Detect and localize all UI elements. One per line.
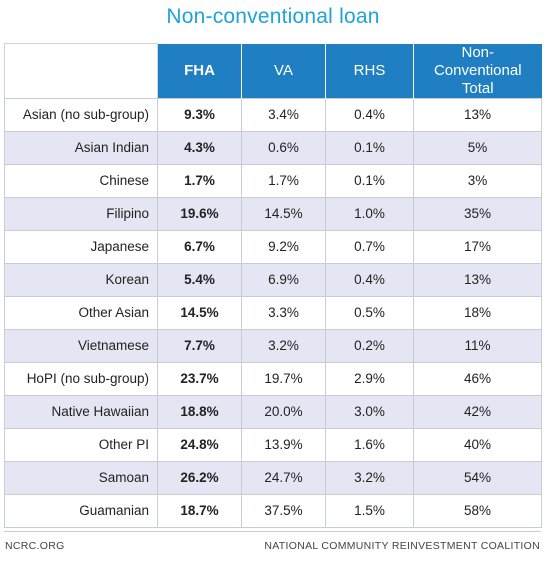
chart-title: Non-conventional loan [166, 5, 380, 28]
cell-total: 42% [413, 394, 542, 429]
header-row: FHA VA RHS Non-Conventional Total [4, 43, 542, 98]
footer-organization: NATIONAL COMMUNITY REINVESTMENT COALITIO… [264, 540, 540, 552]
column-header-fha: FHA [157, 43, 242, 98]
row-label: Guamanian [4, 493, 158, 528]
column-header-va: VA [241, 43, 326, 98]
table-row: Korean 5.4% 6.9% 0.4% 13% [4, 262, 542, 297]
row-label: Japanese [4, 229, 158, 264]
table-row: Guamanian 18.7% 37.5% 1.5% 58% [4, 493, 542, 528]
row-label: HoPI (no sub-group) [4, 361, 158, 396]
table-row: Samoan 26.2% 24.7% 3.2% 54% [4, 460, 542, 495]
table-row: Asian (no sub-group) 9.3% 3.4% 0.4% 13% [4, 97, 542, 132]
table-row: Native Hawaiian 18.8% 20.0% 3.0% 42% [4, 394, 542, 429]
row-label: Chinese [4, 163, 158, 198]
cell-rhs: 3.2% [325, 460, 414, 495]
cell-va: 3.2% [241, 328, 326, 363]
cell-total: 40% [413, 427, 542, 462]
cell-fha: 19.6% [157, 196, 242, 231]
cell-fha: 14.5% [157, 295, 242, 330]
cell-va: 3.3% [241, 295, 326, 330]
row-label: Other Asian [4, 295, 158, 330]
row-label: Asian (no sub-group) [4, 97, 158, 132]
cell-rhs: 0.4% [325, 97, 414, 132]
cell-rhs: 0.5% [325, 295, 414, 330]
cell-total: 17% [413, 229, 542, 264]
cell-rhs: 0.2% [325, 328, 414, 363]
cell-fha: 23.7% [157, 361, 242, 396]
cell-total: 35% [413, 196, 542, 231]
cell-total: 3% [413, 163, 542, 198]
cell-rhs: 3.0% [325, 394, 414, 429]
cell-fha: 18.7% [157, 493, 242, 528]
cell-fha: 24.8% [157, 427, 242, 462]
cell-rhs: 2.9% [325, 361, 414, 396]
row-label: Native Hawaiian [4, 394, 158, 429]
cell-va: 0.6% [241, 130, 326, 165]
cell-fha: 4.3% [157, 130, 242, 165]
cell-total: 13% [413, 262, 542, 297]
cell-rhs: 0.1% [325, 130, 414, 165]
cell-fha: 18.8% [157, 394, 242, 429]
table-row: HoPI (no sub-group) 23.7% 19.7% 2.9% 46% [4, 361, 542, 396]
row-label: Filipino [4, 196, 158, 231]
cell-va: 6.9% [241, 262, 326, 297]
table-row: Asian Indian 4.3% 0.6% 0.1% 5% [4, 130, 542, 165]
row-label: Other PI [4, 427, 158, 462]
table-row: Vietnamese 7.7% 3.2% 0.2% 11% [4, 328, 542, 363]
row-label: Asian Indian [4, 130, 158, 165]
footer-source: NCRC.ORG [5, 540, 65, 552]
loan-table: FHA VA RHS Non-Conventional Total Asian … [4, 43, 542, 528]
cell-fha: 7.7% [157, 328, 242, 363]
cell-total: 46% [413, 361, 542, 396]
footer-divider [4, 531, 541, 532]
cell-va: 3.4% [241, 97, 326, 132]
cell-va: 1.7% [241, 163, 326, 198]
table-row: Filipino 19.6% 14.5% 1.0% 35% [4, 196, 542, 231]
cell-va: 20.0% [241, 394, 326, 429]
row-label: Vietnamese [4, 328, 158, 363]
cell-fha: 6.7% [157, 229, 242, 264]
cell-total: 5% [413, 130, 542, 165]
cell-rhs: 0.4% [325, 262, 414, 297]
cell-fha: 26.2% [157, 460, 242, 495]
cell-fha: 9.3% [157, 97, 242, 132]
column-header-total: Non-Conventional Total [413, 43, 542, 98]
header-corner [4, 43, 158, 98]
cell-va: 13.9% [241, 427, 326, 462]
cell-rhs: 1.0% [325, 196, 414, 231]
cell-fha: 1.7% [157, 163, 242, 198]
cell-rhs: 1.5% [325, 493, 414, 528]
cell-total: 13% [413, 97, 542, 132]
row-label: Korean [4, 262, 158, 297]
table-row: Japanese 6.7% 9.2% 0.7% 17% [4, 229, 542, 264]
cell-total: 58% [413, 493, 542, 528]
cell-rhs: 0.1% [325, 163, 414, 198]
cell-rhs: 1.6% [325, 427, 414, 462]
cell-rhs: 0.7% [325, 229, 414, 264]
cell-va: 24.7% [241, 460, 326, 495]
cell-total: 54% [413, 460, 542, 495]
column-header-rhs: RHS [325, 43, 414, 98]
cell-total: 18% [413, 295, 542, 330]
table-body: Asian (no sub-group) 9.3% 3.4% 0.4% 13% Asian… [4, 97, 542, 528]
row-label: Samoan [4, 460, 158, 495]
cell-va: 9.2% [241, 229, 326, 264]
cell-va: 37.5% [241, 493, 326, 528]
table-row: Other Asian 14.5% 3.3% 0.5% 18% [4, 295, 542, 330]
cell-total: 11% [413, 328, 542, 363]
cell-fha: 5.4% [157, 262, 242, 297]
table-row: Chinese 1.7% 1.7% 0.1% 3% [4, 163, 542, 198]
cell-va: 14.5% [241, 196, 326, 231]
cell-va: 19.7% [241, 361, 326, 396]
table-row: Other PI 24.8% 13.9% 1.6% 40% [4, 427, 542, 462]
